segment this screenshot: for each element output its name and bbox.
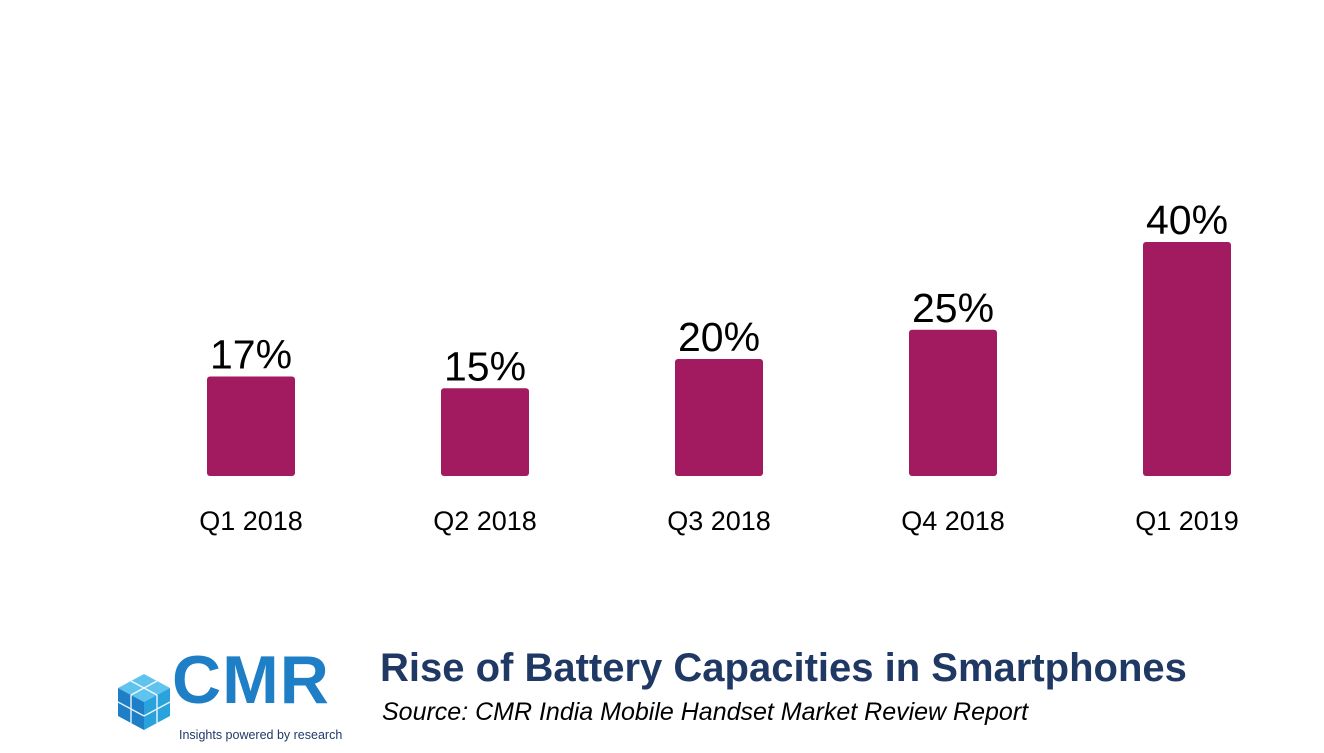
cmr-logo: CMR Insights powered by research: [112, 646, 352, 750]
x-tick-label: Q4 2018: [901, 506, 1005, 536]
x-tick-labels-layer: Q1 2018 Q2 2018 Q3 2018 Q4 2018 Q1 2019: [199, 506, 1239, 536]
bar-q3-2018: [675, 359, 763, 476]
bar-q1-2018: [207, 376, 295, 476]
bar-q4-2018: [909, 329, 997, 476]
data-labels-layer: 17% 15% 20% 25% 40%: [210, 197, 1228, 389]
data-label: 40%: [1146, 197, 1228, 243]
x-tick-label: Q2 2018: [433, 506, 537, 536]
bars-layer: [207, 242, 1231, 476]
logo-wordmark: CMR: [172, 642, 330, 718]
footer: CMR Insights powered by research Rise of…: [0, 640, 1324, 753]
bar-q1-2019: [1143, 242, 1231, 476]
chart-title: Rise of Battery Capacities in Smartphone…: [380, 646, 1187, 690]
x-tick-label: Q1 2018: [199, 506, 303, 536]
cube-logo-icon: [117, 674, 171, 730]
data-label: 17%: [210, 332, 292, 378]
source-note: Source: CMR India Mobile Handset Market …: [382, 698, 1029, 726]
x-tick-label: Q1 2019: [1135, 506, 1239, 536]
logo-tagline: Insights powered by research: [179, 728, 343, 742]
bar-chart: 17% 15% 20% 25% 40% Q1 2018 Q2 2018 Q3 2018 Q4 …: [199, 197, 1239, 536]
x-tick-label: Q3 2018: [667, 506, 771, 536]
bar-q2-2018: [441, 388, 529, 476]
data-label: 15%: [444, 343, 526, 389]
data-label: 20%: [678, 314, 760, 360]
data-label: 25%: [912, 285, 994, 331]
